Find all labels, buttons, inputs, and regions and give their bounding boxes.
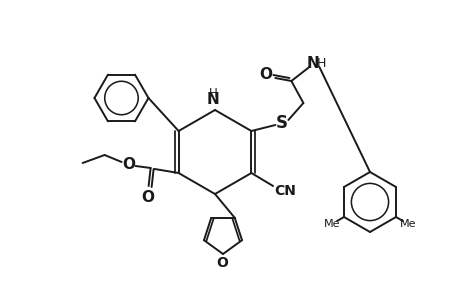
Text: O: O <box>122 157 135 172</box>
Text: H: H <box>316 56 325 70</box>
Text: O: O <box>141 190 154 205</box>
Text: Me: Me <box>399 219 415 229</box>
Text: N: N <box>206 92 219 107</box>
Text: H: H <box>208 87 217 100</box>
Text: O: O <box>258 67 271 82</box>
Text: Me: Me <box>323 219 339 229</box>
Text: CN: CN <box>274 184 296 198</box>
Text: O: O <box>216 256 228 270</box>
Text: N: N <box>306 56 319 70</box>
Text: S: S <box>275 114 287 132</box>
